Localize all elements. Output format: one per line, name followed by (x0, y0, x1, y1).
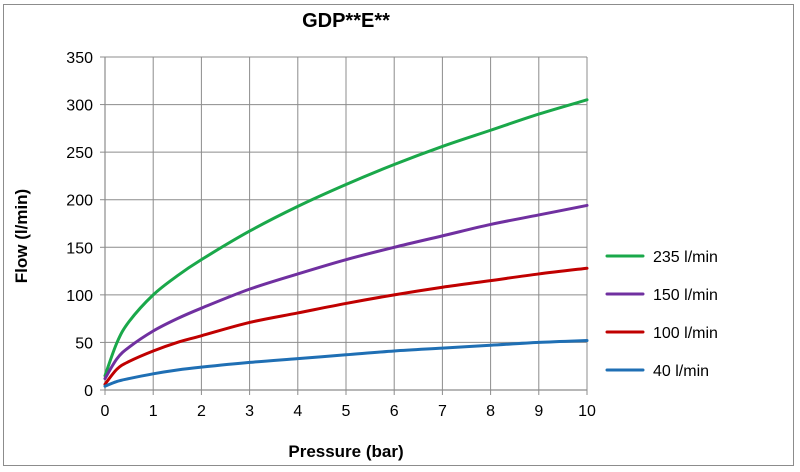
x-tick-label-8: 8 (486, 403, 495, 420)
y-tick-label-300: 300 (66, 98, 93, 115)
y-axis-label: Flow (l/min) (12, 189, 31, 283)
y-tick-label-200: 200 (66, 193, 93, 210)
x-axis-label: Pressure (bar) (288, 442, 403, 461)
x-tick-label-4: 4 (293, 403, 302, 420)
y-tick-label-100: 100 (66, 288, 93, 305)
x-tick-label-10: 10 (578, 403, 596, 420)
x-tick-label-1: 1 (149, 403, 158, 420)
legend-label-0: 235 l/min (653, 249, 718, 266)
x-tick-label-5: 5 (342, 403, 351, 420)
x-tick-label-9: 9 (534, 403, 543, 420)
series-line-40-l-min (103, 339, 589, 388)
chart-title: GDP**E** (302, 10, 390, 32)
legend: 235 l/min 150 l/min 100 l/min 40 l/min (605, 249, 718, 380)
legend-label-1: 150 l/min (653, 287, 718, 304)
chart-border (3, 4, 794, 466)
grid (104, 56, 588, 391)
series-lines (103, 98, 589, 388)
axes (100, 56, 588, 395)
x-tick-label-7: 7 (438, 403, 447, 420)
y-tick-label-50: 50 (75, 335, 93, 352)
y-tick-label-0: 0 (84, 383, 93, 400)
x-tick-label-3: 3 (245, 403, 254, 420)
x-tick-label-2: 2 (197, 403, 206, 420)
y-tick-label-150: 150 (66, 240, 93, 257)
series-line-150-l-min (103, 203, 589, 381)
series-line-235-l-min (103, 98, 589, 378)
y-tick-label-350: 350 (66, 50, 93, 67)
series-line-100-l-min (103, 266, 589, 386)
y-tick-label-250: 250 (66, 145, 93, 162)
x-tick-label-0: 0 (101, 403, 110, 420)
x-tick-label-6: 6 (390, 403, 399, 420)
legend-label-2: 100 l/min (653, 325, 718, 342)
legend-label-3: 40 l/min (653, 363, 709, 380)
